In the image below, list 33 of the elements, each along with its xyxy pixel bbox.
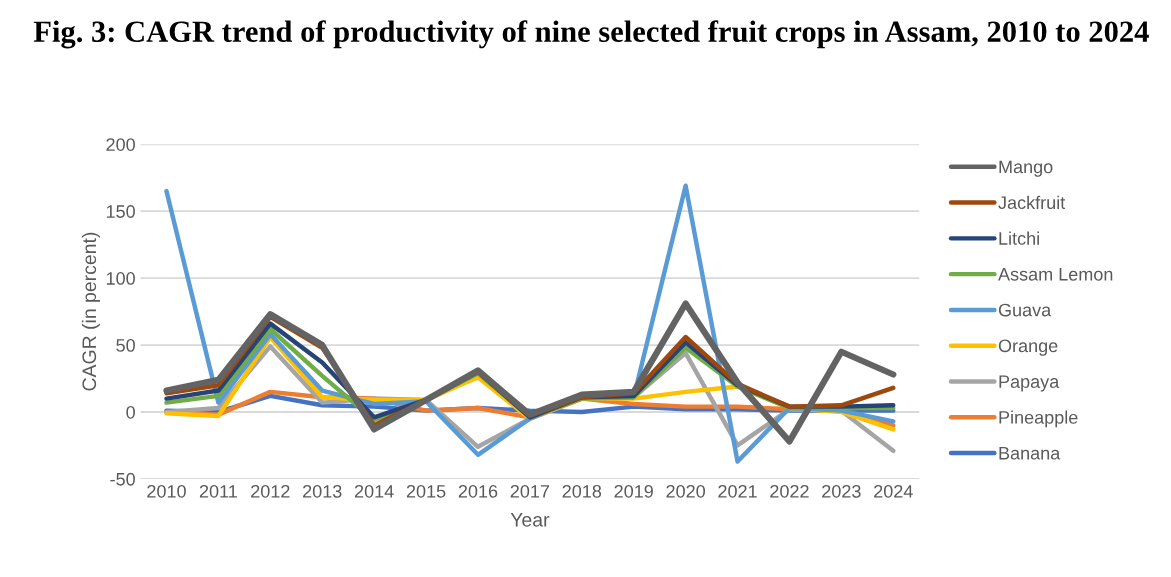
x-tick-label: 2023: [822, 484, 861, 498]
x-tick-label: 2012: [251, 484, 290, 498]
x-tick-label: 2016: [458, 484, 498, 498]
x-tick-label: 2022: [770, 484, 809, 498]
x-tick-label: 2017: [510, 484, 550, 498]
y-tick-label: 100: [106, 272, 135, 285]
x-tick-label: 2013: [303, 484, 342, 498]
x-tick-label: 2015: [406, 484, 446, 498]
legend-label: Banana: [999, 446, 1061, 460]
x-tick-label: 2011: [199, 484, 237, 498]
x-tick-label: 2014: [354, 484, 394, 498]
x-tick-label: 2019: [614, 484, 653, 498]
legend-label: Mango: [999, 160, 1053, 177]
y-tick-label: 200: [106, 138, 135, 151]
legend-label: Pineapple: [999, 410, 1078, 428]
legend-label: Guava: [998, 303, 1052, 317]
x-tick-label: 2024: [874, 484, 913, 498]
x-tick-label: 2021: [718, 484, 757, 498]
legend-label: Assam Lemon: [998, 268, 1113, 281]
y-axis-title: CAGR (in percent): [81, 232, 100, 391]
x-tick-label: 2020: [666, 484, 705, 498]
legend-label: Litchi: [999, 231, 1039, 245]
legend-label: Orange: [998, 339, 1058, 356]
chart-title: Fig. 3: CAGR trend of productivity of nine selected fruit crops in Assam, 2010 to 2024: [33, 20, 1149, 49]
legend-label: Jackfruit: [998, 195, 1066, 210]
x-tick-label: 2010: [147, 484, 186, 498]
y-tick-label: 0: [126, 405, 135, 419]
x-axis-title: Year: [510, 513, 550, 527]
y-tick-label: 150: [106, 205, 135, 218]
y-tick-label: 50: [116, 338, 135, 352]
y-tick-label: -50: [110, 472, 135, 486]
legend-label: Papaya: [999, 375, 1060, 392]
x-tick-label: 2018: [562, 484, 602, 498]
